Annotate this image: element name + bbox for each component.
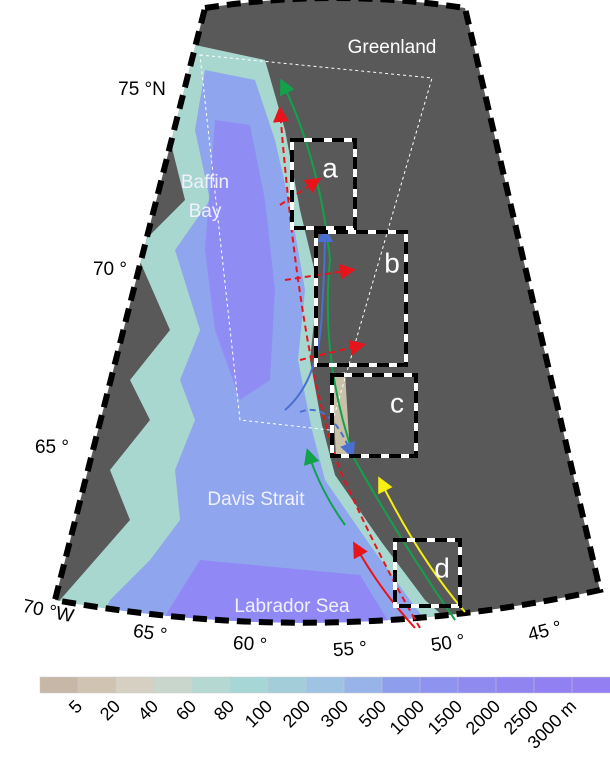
current-arrow <box>299 408 355 459</box>
colorbar-bin <box>381 676 421 694</box>
current-arrow <box>353 541 416 629</box>
colorbar-label: 100 <box>241 696 276 731</box>
colorbar-bin <box>267 676 307 694</box>
longitude-label: 45 ° <box>526 617 564 646</box>
colorbar-bin <box>153 676 193 694</box>
colorbar-label: 60 <box>172 696 200 724</box>
colorbar-label: 5 <box>65 696 86 717</box>
latitude-label: 75 °N <box>118 79 166 100</box>
colorbar-bin <box>571 676 610 694</box>
region-label: Greenland <box>348 37 437 58</box>
boxes: a b c d <box>290 138 462 608</box>
colorbar-bin <box>419 676 459 694</box>
colorbar-bin <box>533 676 573 694</box>
colorbar-bin <box>39 676 79 694</box>
deep-basin <box>205 120 275 400</box>
region-label: Labrador Sea <box>234 596 350 617</box>
current-arrow <box>303 448 346 526</box>
colorbar-label: 1500 <box>424 696 466 738</box>
colorbar-label: 300 <box>317 696 352 731</box>
colorbar-label: 200 <box>279 696 314 731</box>
longitude-label: 55 ° <box>332 638 367 661</box>
box-outline <box>290 138 357 230</box>
colorbar-bin <box>457 676 497 694</box>
current-arrow <box>284 226 333 411</box>
colorbar-label: 20 <box>96 696 124 724</box>
latitude-label: 65 ° <box>35 437 69 458</box>
current-arrow <box>378 476 466 613</box>
box-outline <box>330 373 418 458</box>
colorbar-bin <box>343 676 383 694</box>
longitude-label: 65 ° <box>132 621 169 647</box>
colorbar-label: 40 <box>134 696 162 724</box>
longitude-label: 60 ° <box>232 633 267 656</box>
colorbar-label: 500 <box>355 696 390 731</box>
box-label: a <box>322 152 338 183</box>
latitude-label: 70 ° <box>93 259 127 280</box>
colorbar-bin <box>305 676 345 694</box>
region-label: Bay <box>189 201 222 222</box>
box-label: b <box>384 247 400 278</box>
colorbar-label: 1000 <box>386 696 428 738</box>
current-arrow <box>279 177 322 206</box>
longitude-label: 50 ° <box>430 631 467 657</box>
current-arrow <box>284 263 356 281</box>
colorbar-bin <box>191 676 231 694</box>
colorbar-bin <box>115 676 155 694</box>
colorbar-bin <box>229 676 269 694</box>
box-outline <box>393 538 462 608</box>
colorbar-label: 80 <box>210 696 238 724</box>
colorbar-bin <box>77 676 117 694</box>
box-label: c <box>390 387 404 418</box>
colorbar-bin <box>495 676 535 694</box>
colorbar: 5 20 40 60 80 100 200 300 5001000150020002500300… <box>39 676 610 753</box>
map-frame <box>51 0 604 626</box>
current-arrow <box>299 340 366 361</box>
region-label: Davis Strait <box>207 489 305 510</box>
study-area <box>199 54 433 431</box>
labels: Greenland Baffin Bay Davis Strait Labrador S… <box>21 37 564 661</box>
region-label: Baffin <box>181 172 229 193</box>
box-label: d <box>434 552 450 583</box>
colorbar-label: 2000 <box>462 696 504 738</box>
box-outline <box>314 230 408 367</box>
